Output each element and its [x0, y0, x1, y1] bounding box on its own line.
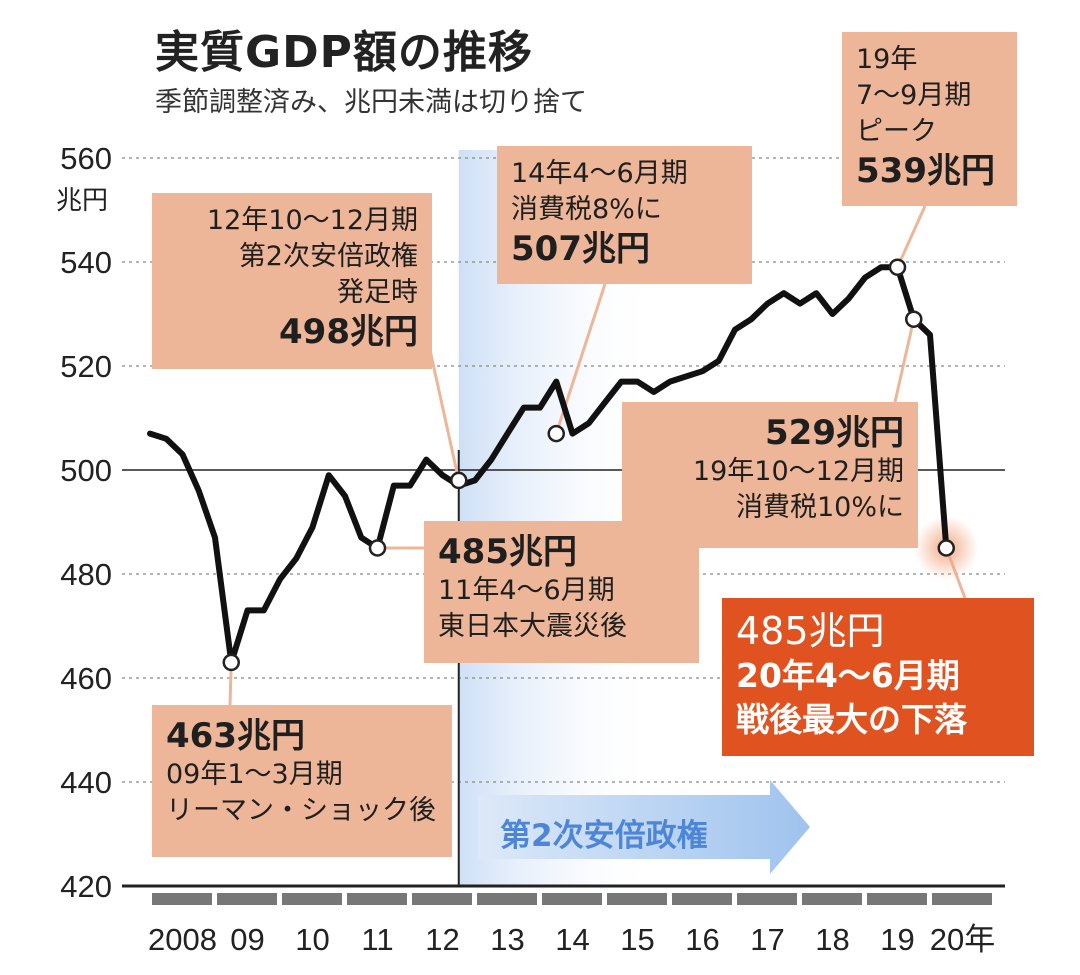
year-bar: [477, 893, 537, 905]
year-bar: [282, 893, 342, 905]
callout-485-quake: 485兆円 11年4〜6月期 東日本大震災後: [424, 521, 699, 663]
leader-line: [428, 349, 461, 481]
data-point-marker: [888, 258, 907, 276]
chart-subtitle: 季節調整済み、兆円未満は切り捨て: [155, 87, 587, 118]
year-bar: [152, 893, 212, 905]
year-bar: [672, 893, 732, 905]
data-point-marker: [547, 424, 565, 443]
callout-507-value: 507兆円: [511, 229, 650, 269]
y-tick-label: 460: [60, 661, 112, 696]
callout-529-line1: 19年10〜12月期: [692, 456, 904, 487]
callout-463-line2: リーマン・ショック後: [166, 795, 436, 826]
y-tick-label: 480: [60, 557, 112, 592]
data-point-marker: [368, 539, 387, 557]
year-bar: [932, 893, 992, 905]
year-bar: [737, 893, 797, 905]
x-tick-label: 09: [230, 922, 264, 957]
callout-498-line1: 12年10〜12月期: [206, 205, 418, 236]
callout-463-line1: 09年1〜3月期: [166, 759, 343, 790]
callout-463-value: 463兆円: [166, 716, 305, 756]
data-point-marker: [222, 653, 240, 672]
callout-539-line3: ピーク: [856, 116, 937, 147]
x-tick-label: 11: [361, 922, 393, 957]
year-bar: [542, 893, 602, 905]
x-tick-label: 14: [555, 922, 589, 957]
x-tick-label: 16: [685, 922, 719, 957]
year-bar: [412, 893, 472, 905]
year-bar: [802, 893, 862, 905]
x-tick-label: 10: [295, 922, 329, 957]
callout-485-quake-line2: 東日本大震災後: [438, 611, 627, 642]
data-point-marker: [937, 539, 955, 557]
highlight-markers: [222, 258, 955, 672]
y-tick-label: 520: [60, 349, 112, 384]
x-tick-label: 19: [880, 922, 914, 957]
callout-498: 12年10〜12月期 第2次安倍政権 発足時 498兆円: [152, 193, 432, 369]
year-bar: [347, 893, 407, 905]
chart-title: 実質GDP額の推移: [155, 27, 533, 78]
callout-539-line1: 19年: [856, 44, 918, 75]
callout-485-latest: 485兆円 20年4〜6月期 戦後最大の下落: [722, 598, 1034, 756]
y-tick-label: 440: [60, 765, 112, 800]
gdp-series-line: [147, 264, 950, 666]
leader-line: [896, 205, 927, 268]
leader-line: [893, 318, 916, 403]
y-tick-label: 500: [60, 453, 112, 488]
callout-539-value: 539兆円: [856, 151, 995, 191]
x-tick-label: 18: [815, 922, 849, 957]
callout-507-line2: 消費税8%に: [511, 194, 662, 225]
x-tick-label: 15: [620, 922, 654, 957]
year-bar: [217, 893, 277, 905]
callout-507-line1: 14年4〜6月期: [511, 158, 688, 189]
callout-539-line2: 7〜9月期: [856, 80, 972, 111]
y-tick-labels: 420 440 460 480 500 520 540 560: [60, 141, 112, 904]
callout-485-latest-value: 485兆円: [736, 609, 885, 653]
x-tick-label: 2008: [148, 922, 217, 957]
x-tick-label: 12: [425, 922, 459, 957]
y-tick-label: 540: [60, 245, 112, 280]
x-tick-label: 17: [750, 922, 784, 957]
year-bar: [867, 893, 927, 905]
data-point-marker: [905, 310, 923, 328]
gridlines: [122, 157, 1005, 888]
callout-485-latest-line1: 20年4〜6月期: [736, 656, 960, 695]
y-tick-label: 420: [60, 869, 112, 904]
callout-529-line2: 消費税10%に: [735, 492, 904, 523]
period-arrow-label: 第2次安倍政権: [500, 818, 708, 854]
callout-498-value: 498兆円: [279, 312, 418, 352]
x-tick-labels: 2008 09 10 11 12 13 14 15 16 17 18 19 20年: [148, 922, 995, 957]
x-axis-bars: [152, 893, 992, 905]
callout-485-quake-value: 485兆円: [438, 532, 577, 572]
x-tick-label: 20年: [930, 922, 995, 957]
x-tick-label: 13: [490, 922, 524, 957]
callout-507: 14年4〜6月期 消費税8%に 507兆円: [497, 146, 752, 284]
y-tick-label: 560: [60, 141, 112, 176]
callout-539: 19年 7〜9月期 ピーク 539兆円: [842, 32, 1017, 206]
callout-498-line3: 発足時: [337, 277, 418, 308]
year-bar: [607, 893, 667, 905]
callout-485-latest-line2: 戦後最大の下落: [736, 700, 967, 739]
y-axis-unit: 兆円: [56, 186, 109, 216]
period-arrow: [478, 780, 810, 874]
callout-529: 529兆円 19年10〜12月期 消費税10%に: [622, 402, 918, 548]
data-point-marker: [450, 471, 468, 490]
callout-485-quake-line1: 11年4〜6月期: [438, 575, 615, 606]
callout-498-line2: 第2次安倍政権: [238, 241, 418, 272]
callout-463: 463兆円 09年1〜3月期 リーマン・ショック後: [152, 705, 452, 857]
callout-529-value: 529兆円: [765, 413, 904, 453]
